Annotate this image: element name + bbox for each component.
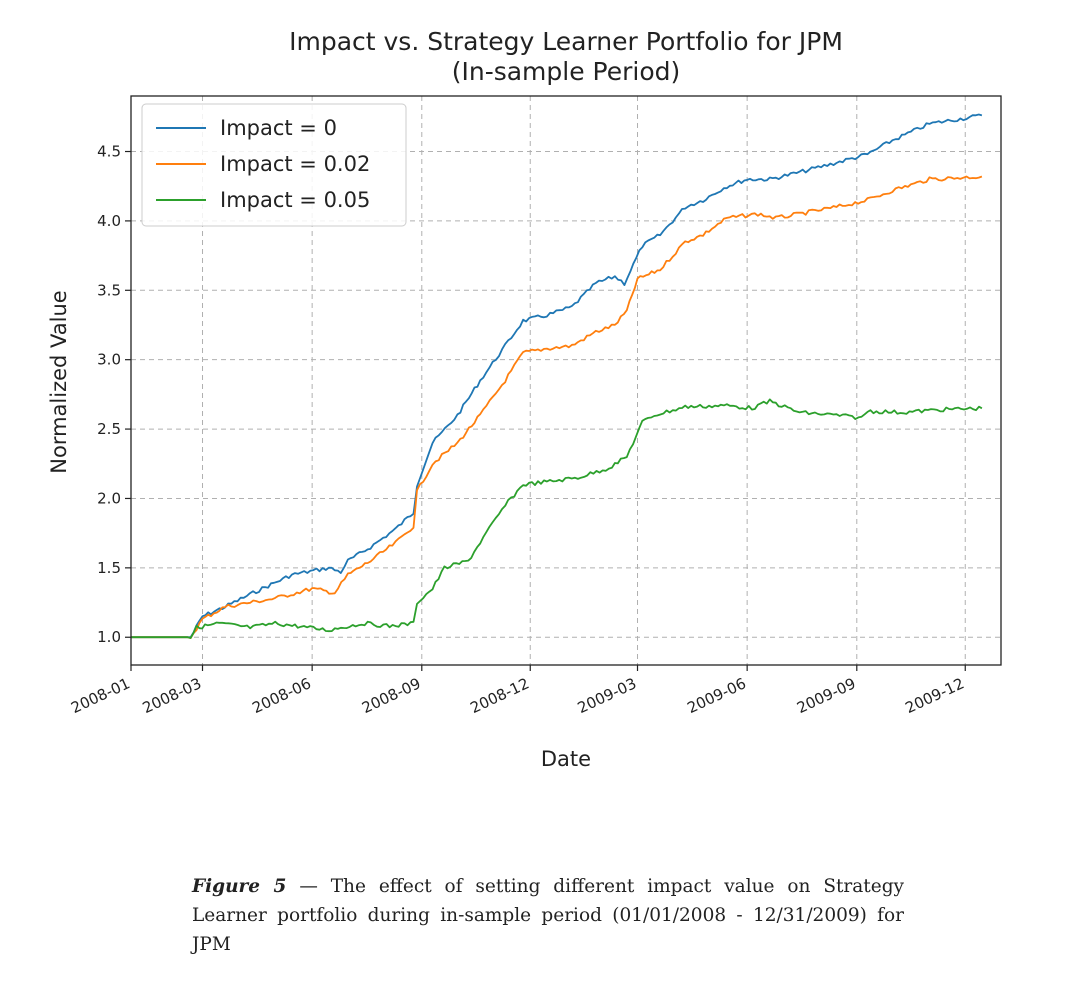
chart-subtitle: (In-sample Period) [452, 57, 681, 86]
series-line-0 [131, 113, 983, 639]
y-tick-label: 4.5 [97, 143, 121, 161]
x-tick-label: 2008-06 [249, 674, 313, 717]
series-lines [131, 113, 983, 639]
x-tick-label: 2009-03 [575, 674, 639, 717]
y-tick-label: 3.5 [97, 281, 121, 299]
caption-dash: — [299, 876, 318, 897]
x-tick-label: 2008-12 [468, 674, 532, 717]
legend: Impact = 0 Impact = 0.02 Impact = 0.05 [141, 103, 407, 227]
plot-frame [130, 95, 1002, 666]
line-chart: Impact vs. Strategy Learner Portfolio fo… [47, 27, 1002, 771]
figure-caption: Figure 5 — The effect of setting differe… [192, 872, 904, 959]
y-tick-label: 3.0 [97, 351, 121, 369]
legend-label-0: Impact = 0 [220, 116, 337, 140]
legend-label-1: Impact = 0.02 [220, 152, 370, 176]
y-axis-label: Normalized Value [47, 290, 71, 473]
x-tick-label: 2008-03 [140, 674, 204, 717]
x-tick-label: 2008-01 [68, 674, 132, 717]
y-axis-ticks: 1.0 1.5 2.0 2.5 3.0 3.5 4.0 4.5 [97, 143, 131, 646]
caption-figure-label: Figure 5 [192, 876, 287, 897]
x-tick-label: 2009-12 [903, 674, 967, 717]
y-tick-label: 2.5 [97, 420, 121, 438]
legend-box [141, 103, 407, 227]
y-tick-label: 2.0 [97, 489, 121, 507]
x-tick-label: 2009-09 [794, 674, 858, 717]
caption-text: The effect of setting different impact v… [192, 876, 904, 955]
y-tick-label: 1.5 [97, 559, 121, 577]
x-axis-ticks: 2008-01 2008-03 2008-06 2008-09 2008-12 2009-… [68, 665, 967, 717]
legend-label-2: Impact = 0.05 [220, 188, 370, 212]
x-axis-label: Date [541, 747, 591, 771]
series-line-2 [131, 398, 983, 639]
x-tick-label: 2009-06 [684, 674, 748, 717]
y-tick-label: 1.0 [97, 628, 121, 646]
series-line-1 [131, 175, 983, 639]
chart-title: Impact vs. Strategy Learner Portfolio fo… [289, 27, 843, 56]
x-tick-label: 2008-09 [359, 674, 423, 717]
y-tick-label: 4.0 [97, 212, 121, 230]
